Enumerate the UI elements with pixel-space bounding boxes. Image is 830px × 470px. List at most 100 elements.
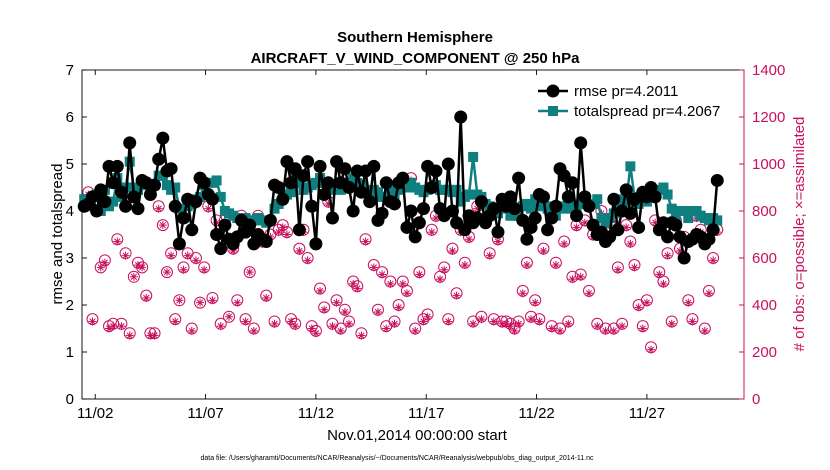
rmse-marker: [284, 176, 298, 190]
obs-assimilated-stroke: [201, 266, 208, 273]
rmse-marker: [218, 218, 232, 232]
obs-assimilated-marker: [460, 261, 469, 270]
rmse-marker: [491, 225, 505, 239]
obs-assimilated-marker: [291, 322, 300, 331]
rmse-marker: [114, 185, 128, 199]
totalspread-marker: [451, 184, 462, 195]
y-axis-right-label: # of obs: o=possible; ×=assimilated: [791, 117, 808, 352]
totalspread-marker: [526, 203, 537, 214]
obs-assimilated-marker: [241, 317, 250, 326]
obs-assimilated-stroke: [685, 299, 692, 306]
obs-possible-marker: [194, 296, 207, 309]
obs-assimilated-stroke: [292, 322, 299, 330]
obs-assimilated-stroke: [490, 318, 497, 325]
totalspread-marker: [683, 213, 694, 224]
rmse-marker: [197, 176, 211, 190]
rmse-marker: [90, 204, 104, 218]
obs-assimilated-marker: [382, 324, 391, 333]
series-group: [77, 110, 724, 265]
obs-assimilated-marker: [556, 326, 565, 335]
rmse-marker: [632, 220, 646, 234]
rmse-marker: [342, 181, 356, 194]
totalspread-marker: [592, 194, 603, 205]
x-tick-label: 11/07: [187, 405, 223, 422]
rmse-marker: [412, 216, 426, 230]
rmse-marker: [454, 110, 468, 124]
y-right-tick-label: 0: [752, 391, 760, 408]
obs-assimilated-marker: [345, 319, 354, 328]
obs-assimilated-stroke: [101, 259, 109, 266]
obs-assimilated-stroke: [532, 299, 539, 306]
obs-assimilated-marker: [208, 296, 217, 305]
totalspread-marker: [658, 182, 669, 193]
rmse-marker: [127, 190, 141, 204]
totalspread-marker: [286, 187, 297, 198]
totalspread-marker: [712, 215, 723, 226]
rmse-marker: [272, 181, 286, 194]
totalspread-marker: [666, 203, 677, 214]
obs-assimilated-stroke: [217, 322, 224, 330]
obs-assimilated-marker: [373, 308, 382, 317]
obs-assimilated-stroke: [664, 252, 671, 259]
obs-assimilated-stroke: [660, 280, 667, 288]
rmse-marker: [429, 164, 443, 178]
rmse-marker: [623, 206, 637, 220]
rmse-marker: [487, 202, 501, 216]
obs-assimilated-stroke: [465, 236, 473, 243]
obs-assimilated-marker: [225, 312, 234, 321]
data-file-footnote: data file: /Users/gharamti/Documents/NCA…: [200, 455, 594, 462]
obs-assimilated-stroke: [349, 280, 357, 288]
obs-assimilated-marker: [196, 298, 205, 307]
rmse-marker: [98, 195, 112, 209]
obs-assimilated-marker: [332, 298, 341, 307]
obs-assimilated-marker: [630, 263, 639, 272]
rmse-marker: [416, 202, 430, 216]
rmse-marker: [528, 211, 542, 225]
obs-assimilated-marker: [233, 298, 242, 307]
obs-assimilated-marker: [320, 305, 329, 314]
rmse-marker: [148, 178, 162, 192]
obs-assimilated-marker: [411, 326, 420, 335]
obs-assimilated-marker: [303, 256, 312, 265]
x-tick-label: 11/12: [298, 405, 334, 422]
obs-assimilated-stroke: [556, 327, 564, 335]
obs-assimilated-stroke: [167, 252, 175, 259]
obs-assimilated-stroke: [192, 257, 200, 264]
obs-assimilated-stroke: [445, 318, 452, 325]
obs-assimilated-stroke: [188, 327, 195, 335]
obs-assimilated-marker: [295, 246, 304, 255]
obs-assimilated-marker: [464, 235, 473, 244]
rmse-marker: [189, 195, 203, 209]
rmse-marker: [305, 199, 319, 213]
obs-assimilated-stroke: [337, 327, 344, 335]
rmse-marker: [156, 131, 170, 145]
obs-assimilated-stroke: [511, 327, 518, 335]
obs-assimilated-stroke: [143, 294, 150, 302]
obs-assimilated-stroke: [569, 275, 576, 283]
rmse-marker: [561, 190, 575, 204]
rmse-marker: [648, 190, 662, 204]
obs-assimilated-stroke: [527, 315, 535, 323]
obs-assimilated-stroke: [321, 306, 328, 313]
rmse-marker: [710, 173, 724, 187]
rmse-marker: [210, 228, 224, 241]
obs-assimilated-stroke: [271, 320, 278, 327]
rmse-marker: [574, 136, 588, 150]
rmse-marker: [545, 211, 559, 225]
rmse-marker: [503, 190, 517, 204]
rmse-marker: [375, 206, 389, 220]
y-right-tick-label: 800: [752, 203, 777, 220]
obs-assimilated-stroke: [689, 318, 696, 325]
rmse-marker: [346, 204, 360, 218]
x-axis-label: Nov.01,2014 00:00:00 start: [327, 427, 508, 444]
obs-assimilated-stroke: [391, 320, 398, 327]
obs-assimilated-stroke: [548, 325, 555, 332]
totalspread-marker: [575, 198, 586, 209]
totalspread-marker: [468, 151, 479, 162]
obs-assimilated-marker: [609, 326, 618, 335]
obs-assimilated-marker: [568, 275, 577, 284]
y-right-tick-label: 1000: [752, 156, 785, 173]
obs-assimilated-stroke: [573, 224, 580, 231]
rmse-marker: [325, 211, 339, 225]
y-right-tick-label: 200: [752, 344, 777, 361]
